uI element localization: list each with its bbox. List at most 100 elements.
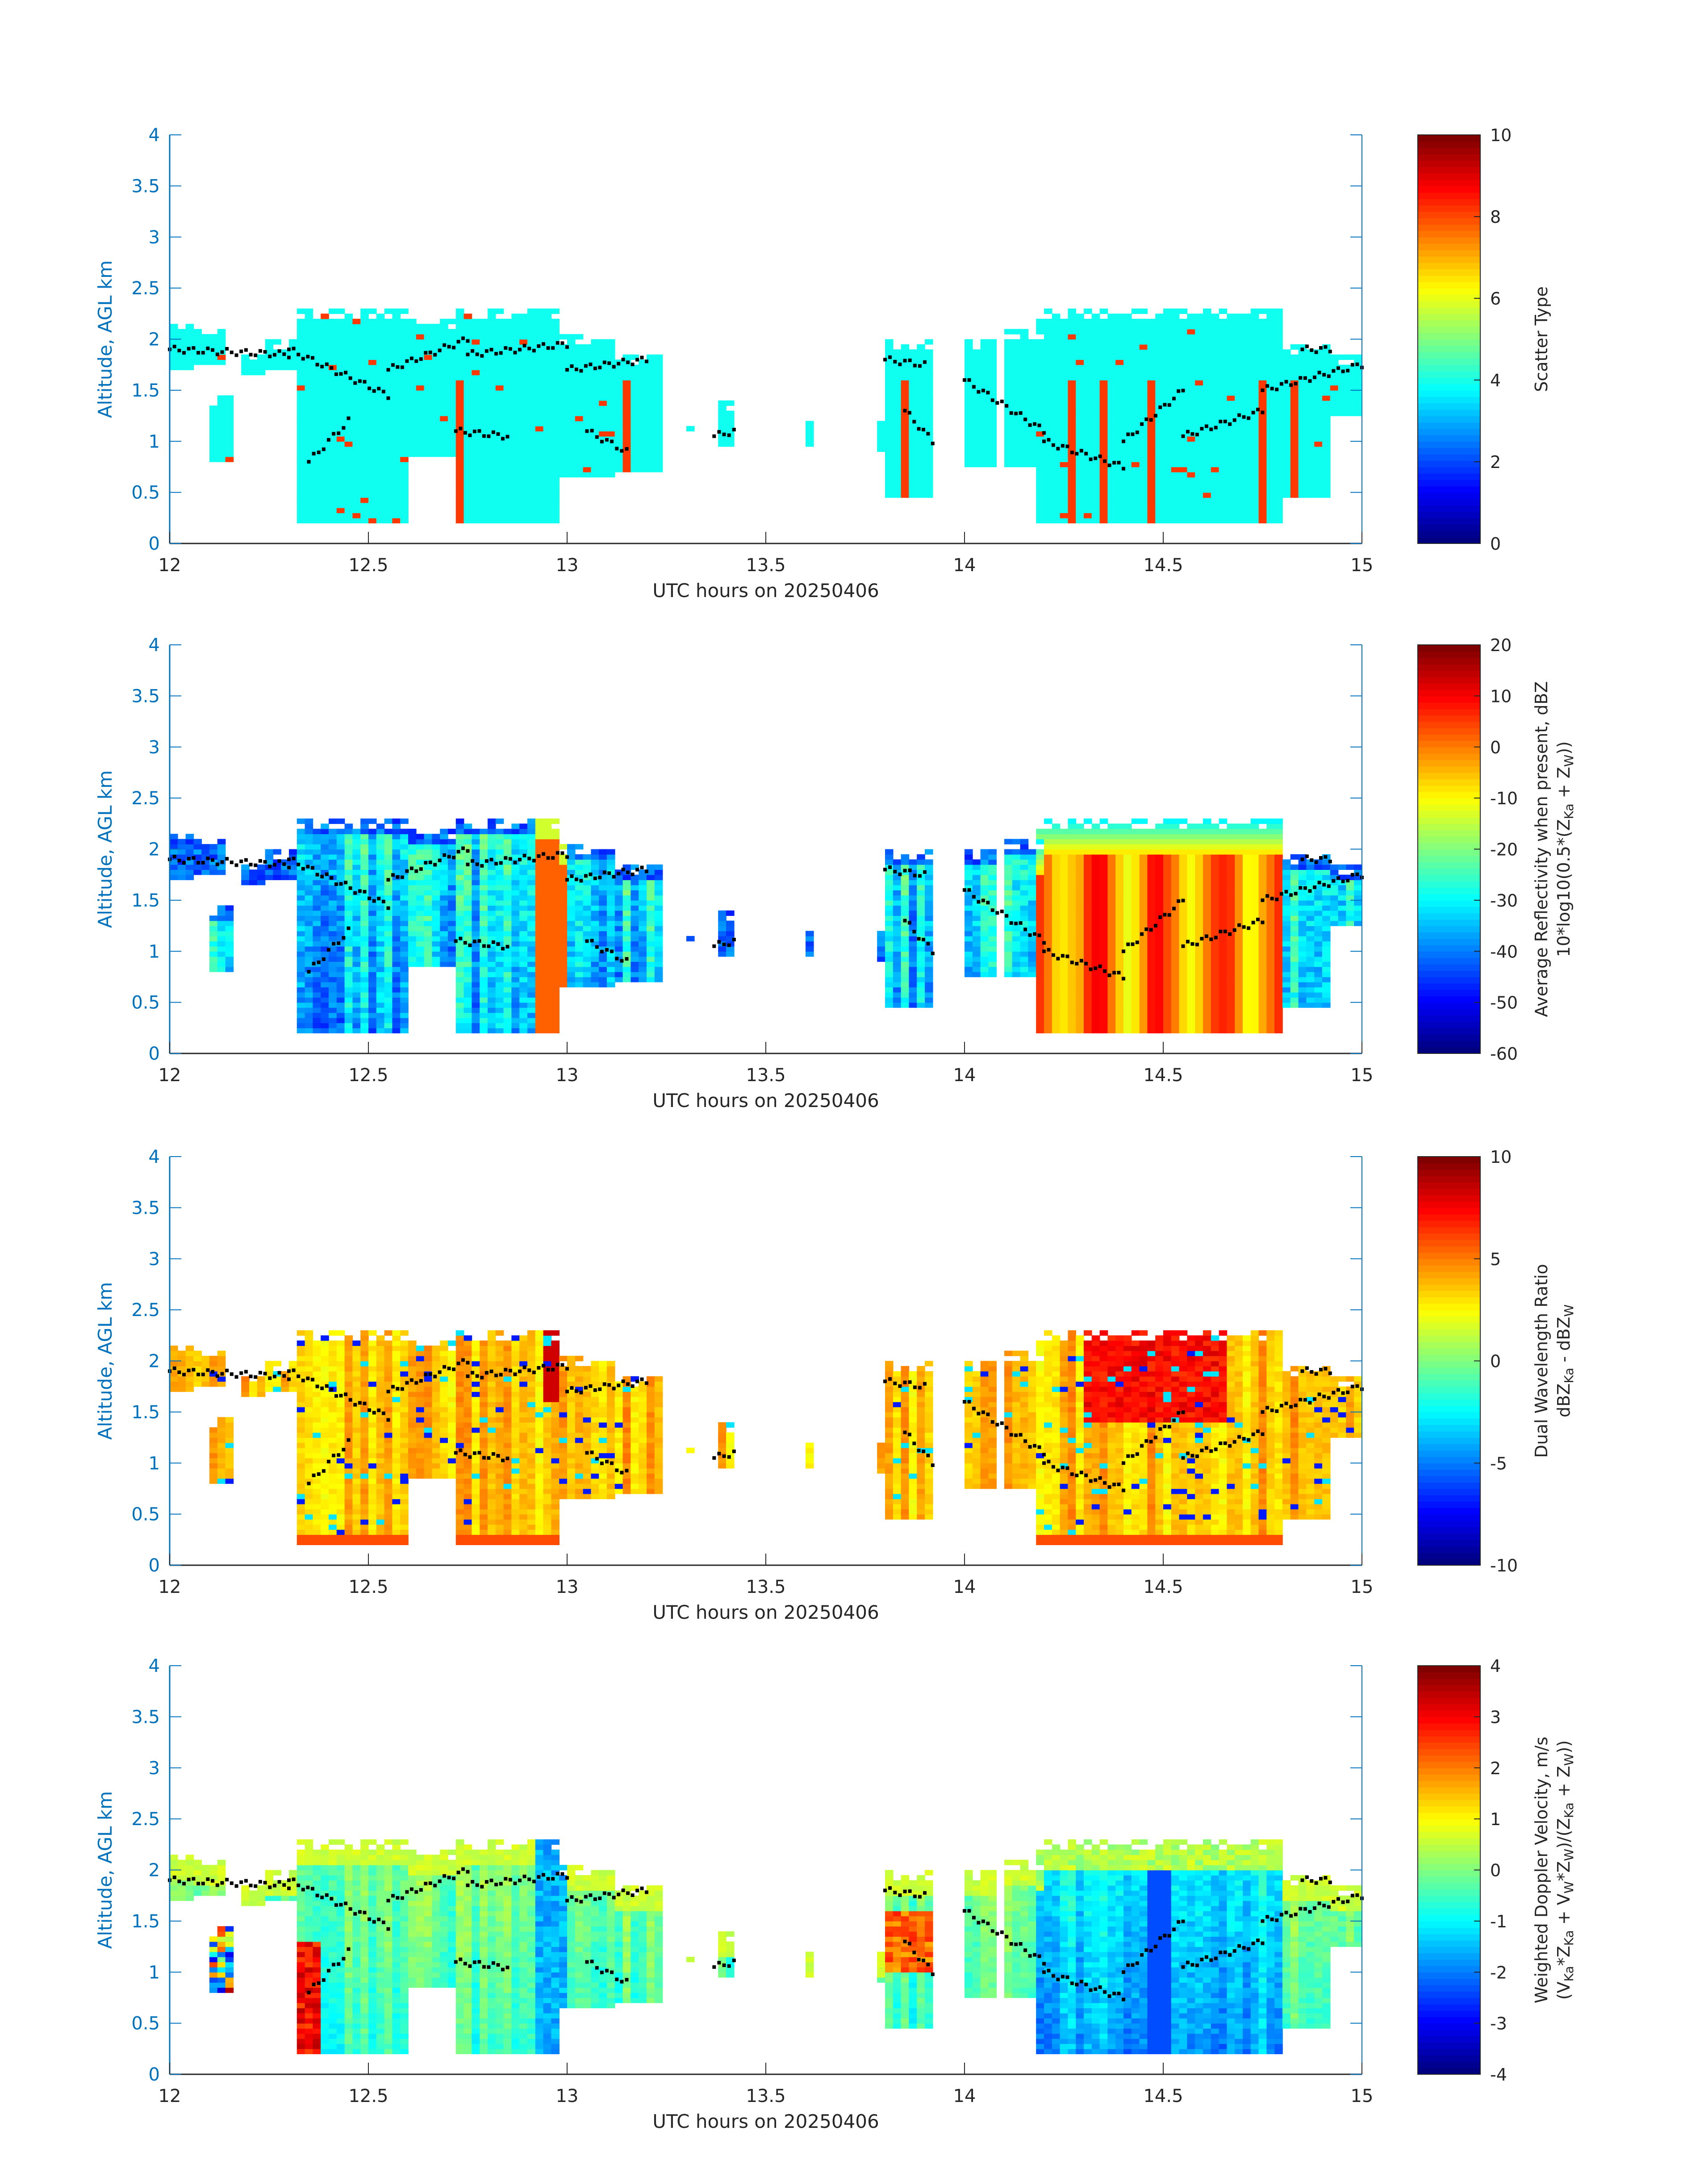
heatmap-cell (480, 1002, 488, 1008)
heatmap-cell (503, 446, 512, 452)
colorbar-step (1418, 205, 1480, 212)
heatmap-cell (1274, 313, 1283, 319)
heatmap-cell (1258, 451, 1267, 457)
heatmap-cell (909, 380, 917, 386)
heatmap-cell (392, 472, 401, 478)
heatmap-cell (424, 436, 433, 442)
heatmap-cell (551, 467, 560, 472)
heatmap-cell (893, 456, 902, 462)
heatmap-cell (1068, 467, 1076, 472)
heatmap-cell (408, 941, 417, 947)
heatmap-cell (511, 329, 520, 334)
heatmap-cell (614, 400, 623, 406)
heatmap-cell (1147, 390, 1156, 396)
heatmap-cell (1171, 502, 1180, 508)
heatmap-cell (170, 844, 178, 850)
heatmap-cell (455, 1028, 464, 1033)
heatmap-cell (344, 972, 353, 978)
heatmap-cell (376, 839, 385, 844)
heatmap-cell (1203, 518, 1211, 523)
heatmap-cell (1203, 513, 1211, 518)
heatmap-cell (1139, 324, 1148, 330)
heatmap-cell (480, 1028, 488, 1033)
dot-marker (1089, 457, 1093, 461)
heatmap-cell (1235, 467, 1243, 472)
heatmap-cell (1044, 329, 1052, 334)
heatmap-cell (305, 375, 313, 380)
heatmap-cell (408, 900, 417, 906)
dot-marker (522, 343, 526, 347)
heatmap-cell (193, 344, 202, 350)
heatmap-cell (1147, 405, 1156, 411)
heatmap-cell (296, 487, 305, 493)
heatmap-cell (376, 477, 385, 483)
heatmap-cell (1044, 354, 1052, 360)
heatmap-cell (329, 915, 337, 921)
colorbar-step (1418, 294, 1480, 301)
dot-marker (967, 378, 971, 382)
heatmap-cell (599, 339, 607, 345)
heatmap-cell (321, 1012, 329, 1018)
heatmap-cell (1171, 456, 1180, 462)
heatmap-cell (416, 339, 425, 345)
dot-marker (1204, 424, 1208, 428)
heatmap-cell (1068, 405, 1076, 411)
heatmap-cell (527, 487, 536, 493)
heatmap-cell (1076, 487, 1084, 493)
heatmap-cell (1068, 518, 1076, 523)
heatmap-cell (1290, 416, 1299, 422)
heatmap-cell (591, 385, 599, 391)
heatmap-cell (400, 1012, 409, 1018)
heatmap-cell (368, 818, 377, 824)
heatmap-cell (543, 410, 552, 416)
dot-marker (1023, 418, 1027, 422)
heatmap-cell (1123, 364, 1132, 370)
heatmap-cell (1203, 390, 1211, 396)
heatmap-cell (1076, 385, 1084, 391)
heatmap-cell (1258, 334, 1267, 340)
heatmap-cell (535, 472, 544, 478)
heatmap-cell (1099, 497, 1108, 503)
heatmap-cell (400, 308, 409, 314)
dot-marker (631, 363, 635, 366)
heatmap-cell (1203, 502, 1211, 508)
heatmap-cell (647, 416, 655, 422)
heatmap-cell (344, 518, 353, 523)
heatmap-cell (1044, 380, 1052, 386)
heatmap-cell (654, 467, 663, 472)
heatmap-cell (631, 385, 639, 391)
dot-marker (1332, 369, 1336, 373)
heatmap-cell (1115, 518, 1124, 523)
heatmap-cell (368, 951, 377, 957)
heatmap-cell (448, 364, 456, 370)
heatmap-cell (384, 987, 393, 993)
heatmap-cell (201, 354, 210, 360)
heatmap-cell (1235, 400, 1243, 406)
heatmap-cell (901, 426, 910, 432)
heatmap-cell (480, 513, 488, 518)
heatmap-cell (495, 380, 504, 386)
heatmap-cell (281, 874, 289, 880)
dot-marker (489, 347, 493, 351)
heatmap-cell (718, 436, 727, 442)
heatmap-cell (416, 849, 425, 855)
heatmap-cell (1266, 467, 1275, 472)
heatmap-cell (575, 400, 584, 406)
heatmap-cell (622, 405, 631, 411)
heatmap-cell (1171, 308, 1180, 314)
heatmap-cell (400, 467, 409, 472)
heatmap-cell (527, 472, 536, 478)
heatmap-cell (1195, 313, 1203, 319)
heatmap-cell (480, 1023, 488, 1028)
colorbar-tick-label: 6 (1490, 289, 1501, 309)
heatmap-cell (1163, 370, 1172, 376)
heatmap-cell (472, 1023, 480, 1028)
heatmap-cell (376, 987, 385, 993)
heatmap-cell (1091, 380, 1100, 386)
heatmap-cell (1163, 487, 1172, 493)
heatmap-cell (1155, 472, 1164, 478)
heatmap-cell (193, 869, 202, 875)
heatmap-cell (329, 359, 337, 365)
heatmap-cell (1171, 364, 1180, 370)
heatmap-cell (1195, 405, 1203, 411)
